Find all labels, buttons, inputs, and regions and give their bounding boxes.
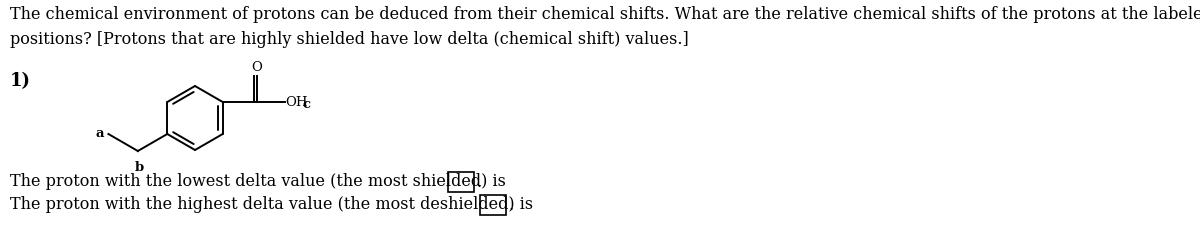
Text: O: O bbox=[251, 61, 262, 74]
Text: c: c bbox=[302, 98, 311, 110]
Text: OH: OH bbox=[286, 96, 308, 109]
Bar bbox=[480, 195, 506, 215]
Text: 1): 1) bbox=[10, 72, 31, 90]
Text: The chemical environment of protons can be deduced from their chemical shifts. W: The chemical environment of protons can … bbox=[10, 6, 1200, 48]
Text: b: b bbox=[136, 161, 144, 174]
Text: .: . bbox=[476, 173, 481, 191]
Text: The proton with the lowest delta value (the most shielded) is: The proton with the lowest delta value (… bbox=[10, 173, 506, 190]
Text: a: a bbox=[96, 126, 104, 139]
Text: .: . bbox=[508, 196, 514, 213]
Bar bbox=[448, 172, 474, 192]
Text: The proton with the highest delta value (the most deshielded) is: The proton with the highest delta value … bbox=[10, 196, 533, 213]
